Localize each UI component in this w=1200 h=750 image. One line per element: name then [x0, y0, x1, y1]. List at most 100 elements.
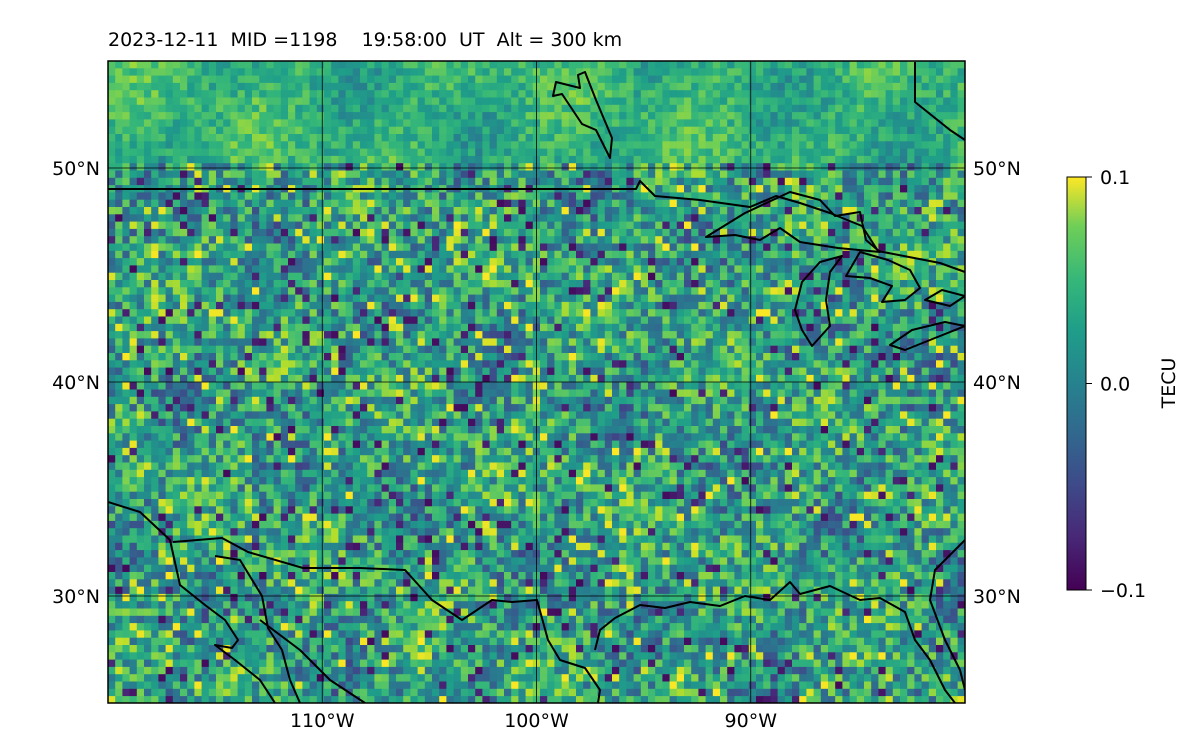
tec-cell — [914, 97, 922, 106]
tec-cell — [835, 192, 843, 201]
tec-cell — [748, 134, 757, 142]
tec-cell — [576, 104, 584, 113]
tec-cell — [475, 61, 483, 69]
tec-cell — [396, 163, 404, 171]
tec-cell — [842, 265, 850, 274]
tec-cell — [424, 236, 433, 244]
tec-cell — [928, 90, 937, 98]
tec-cell — [165, 258, 174, 266]
tec-cell — [799, 177, 807, 186]
tec-cell — [223, 177, 231, 186]
tec-cell — [712, 141, 721, 149]
tec-cell — [561, 353, 570, 361]
tec-cell — [489, 243, 498, 252]
tec-cell — [482, 250, 490, 259]
tec-cell — [568, 68, 577, 76]
tec-cell — [388, 112, 397, 120]
tec-cell — [273, 192, 282, 201]
tec-cell — [705, 221, 714, 230]
tec-cell — [547, 228, 555, 237]
tec-cell — [237, 287, 246, 295]
tec-cell — [453, 250, 462, 259]
tec-cell — [662, 75, 670, 84]
tec-cell — [374, 177, 382, 186]
tec-cell — [633, 323, 642, 332]
tec-cell — [842, 177, 850, 186]
tec-cell — [453, 265, 462, 274]
tec-cell — [352, 192, 361, 201]
tec-cell — [468, 199, 476, 208]
tec-cell — [259, 353, 267, 361]
tec-cell — [158, 294, 166, 303]
tec-cell — [928, 301, 937, 310]
tec-cell — [302, 301, 310, 310]
tec-cell — [244, 250, 253, 259]
tec-cell — [813, 68, 822, 76]
tec-cell — [878, 170, 886, 179]
tec-cell — [129, 75, 138, 84]
tec-cell — [237, 265, 246, 274]
tec-cell — [741, 280, 750, 288]
tec-cell — [187, 236, 195, 244]
tec-cell — [259, 155, 267, 164]
tec-cell — [453, 119, 462, 128]
tec-cell — [223, 75, 231, 84]
tec-cell — [129, 250, 138, 259]
tec-cell — [273, 148, 282, 157]
tec-cell — [223, 345, 231, 354]
tec-cell — [208, 126, 217, 135]
tec-cell — [136, 112, 145, 120]
tec-cell — [547, 155, 555, 164]
tec-cell — [849, 170, 858, 179]
tec-cell — [547, 272, 555, 281]
tec-cell — [597, 163, 606, 171]
tec-cell — [936, 119, 944, 128]
tec-cell — [475, 272, 483, 281]
tec-cell — [590, 294, 598, 303]
tec-cell — [237, 309, 246, 317]
tec-cell — [900, 90, 908, 98]
tec-cell — [511, 287, 519, 295]
tec-cell — [720, 236, 728, 244]
tec-cell — [784, 163, 793, 171]
tec-cell — [727, 301, 735, 310]
tec-cell — [684, 141, 692, 149]
tec-cell — [770, 294, 778, 303]
tec-cell — [108, 61, 116, 69]
tec-cell — [849, 236, 858, 244]
tec-cell — [122, 228, 130, 237]
tec-cell — [504, 61, 512, 69]
tec-cell — [453, 170, 462, 179]
tec-cell — [180, 207, 188, 215]
tec-cell — [655, 353, 663, 361]
tec-cell — [741, 97, 750, 106]
tec-cell — [856, 294, 865, 303]
tec-cell — [316, 170, 325, 179]
tec-cell — [259, 192, 267, 201]
tec-cell — [936, 163, 944, 171]
tec-cell — [604, 134, 613, 142]
tec-cell — [230, 82, 238, 91]
tec-cell — [165, 177, 174, 186]
tec-cell — [568, 287, 577, 295]
tec-cell — [640, 323, 649, 332]
tec-cell — [122, 280, 130, 288]
tec-cell — [381, 163, 390, 171]
tec-cell — [525, 148, 534, 157]
tec-cell — [928, 221, 937, 230]
tec-cell — [324, 301, 332, 310]
tec-cell — [367, 287, 375, 295]
tec-cell — [496, 323, 505, 332]
tec-cell — [511, 353, 519, 361]
tec-cell — [813, 185, 822, 193]
tec-cell — [878, 75, 886, 84]
tec-cell — [410, 221, 418, 230]
tec-cell — [734, 199, 742, 208]
tec-cell — [669, 272, 678, 281]
tec-cell — [712, 170, 721, 179]
tec-cell — [655, 265, 663, 274]
tec-cell — [194, 243, 202, 252]
tec-cell — [338, 104, 346, 113]
tec-cell — [525, 301, 534, 310]
tec-cell — [115, 61, 123, 69]
